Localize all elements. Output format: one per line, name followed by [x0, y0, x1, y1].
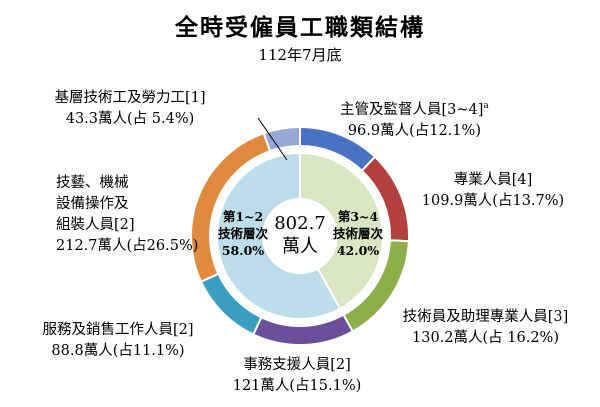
- inner-label-title: 第3~4: [337, 209, 379, 224]
- slice-label-service-sales: 服務及銷售工作人員[2] 88.8萬人(占11.1%): [18, 320, 218, 362]
- slice-label-value: 121萬人(占15.1%): [232, 378, 362, 394]
- center-total: 802.7 萬人: [260, 212, 340, 258]
- slice-label-managers: 主管及監督人員[3~4]a 96.9萬人(占12.1%): [340, 96, 489, 142]
- slice-label-category: 服務及銷售工作人員[2]: [42, 322, 194, 338]
- leader-line: [257, 117, 288, 161]
- chart-subtitle: 112年7月底: [258, 46, 342, 64]
- slice-label-category: 技術員及助理專業人員[3]: [402, 309, 569, 325]
- slice-label-category: 技藝、機械 設備操作及 組裝人員[2]: [56, 175, 135, 233]
- slice-label-value: 130.2萬人(占 16.2%): [412, 330, 559, 346]
- outer-slice-6: [262, 125, 301, 153]
- chart-title: 全時受僱員工職類結構: [175, 15, 425, 41]
- inner-slice-0: [299, 151, 384, 311]
- slice-label-category: 基層技術工及勞力工[1]: [54, 90, 206, 106]
- slice-label-professionals: 專業人員[4] 109.9萬人(占13.7%): [418, 170, 568, 212]
- slice-label-value: 88.8萬人(占11.1%): [51, 343, 185, 359]
- center-hole: [262, 198, 338, 274]
- inner-label-pct: 58.0%: [221, 243, 265, 258]
- slice-label-elementary: 基層技術工及勞力工[1] 43.3萬人(占 5.4%): [30, 88, 230, 130]
- inner-label-title: 第1~2: [222, 209, 264, 224]
- slice-label-value: 109.9萬人(占13.7%): [421, 193, 565, 209]
- slice-label-category: 專業人員[4]: [453, 172, 533, 188]
- slice-label-value: 212.7萬人(占26.5%): [56, 238, 199, 254]
- center-total-value: 802.7: [274, 213, 326, 234]
- inner-label-pct: 42.0%: [336, 243, 380, 258]
- slice-label-value: 43.3萬人(占 5.4%): [65, 111, 195, 127]
- slice-label-value: 96.9萬人(占12.1%): [347, 122, 481, 139]
- slice-label-craft-operators: 技藝、機械 設備操作及 組裝人員[2] 212.7萬人(占26.5%): [56, 173, 198, 257]
- slice-label-technicians: 技術員及助理專業人員[3] 130.2萬人(占 16.2%): [383, 307, 588, 349]
- slice-label-category: 主管及監督人員[3~4]a: [340, 101, 489, 118]
- inner-label-level-3-4: 第3~4 技術層次 42.0%: [322, 208, 394, 259]
- slice-label-category: 事務支援人員[2]: [243, 357, 351, 373]
- slice-label-clerical: 事務支援人員[2] 121萬人(占15.1%): [222, 355, 372, 397]
- inner-label-subtitle: 技術層次: [217, 226, 268, 241]
- center-total-unit: 萬人: [282, 236, 318, 257]
- inner-label-subtitle: 技術層次: [332, 226, 383, 241]
- outer-ring: [190, 125, 410, 346]
- inner-label-level-1-2: 第1~2 技術層次 58.0%: [207, 208, 279, 259]
